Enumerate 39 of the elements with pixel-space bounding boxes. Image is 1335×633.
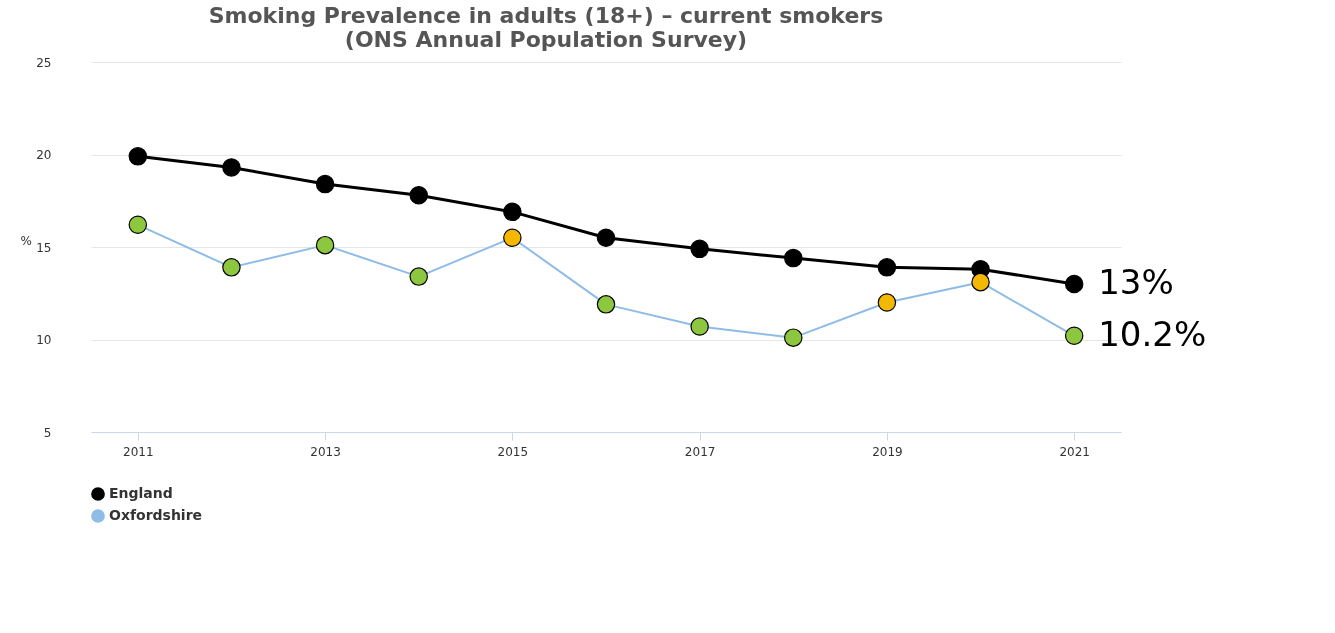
point [315,235,335,255]
point [596,228,616,247]
point [877,293,897,312]
point [128,215,148,235]
point [690,239,709,259]
x-tick-label: 2011 [123,444,154,459]
y-tick-label: 10 [36,333,52,347]
y-tick-label: 5 [43,425,52,440]
point [222,258,241,277]
point [690,317,709,336]
point [503,202,522,222]
annotation: 13% [1098,262,1174,302]
point [971,272,990,292]
y-tick-label: 20 [36,148,52,162]
point [1064,326,1084,346]
point [409,267,428,286]
point [503,228,522,247]
y-axis-title: % [20,233,32,248]
annotation: 10.2% [1098,313,1207,354]
chart-title: Smoking Prevalence in adults (18+) – current smokers [208,3,884,28]
x-tick-label: 2021 [1059,444,1090,459]
legend-label: Oxfordshire [109,507,203,523]
point [596,295,616,314]
chart-subtitle: (ONS Annual Population Survey) [344,27,748,52]
x-tick-label: 2015 [497,444,529,459]
point [128,147,148,166]
point [1064,274,1084,294]
legend-label: England [109,485,173,501]
y-tick-label: 15 [36,240,52,255]
point [409,185,428,205]
y-tick-label: 25 [36,55,52,70]
point [315,174,335,194]
point [877,258,897,277]
x-tick-label: 2013 [310,444,341,459]
point [222,158,241,177]
x-tick-label: 2019 [872,444,903,459]
point [784,248,803,268]
point [784,328,803,347]
x-tick-label: 2017 [684,444,716,459]
